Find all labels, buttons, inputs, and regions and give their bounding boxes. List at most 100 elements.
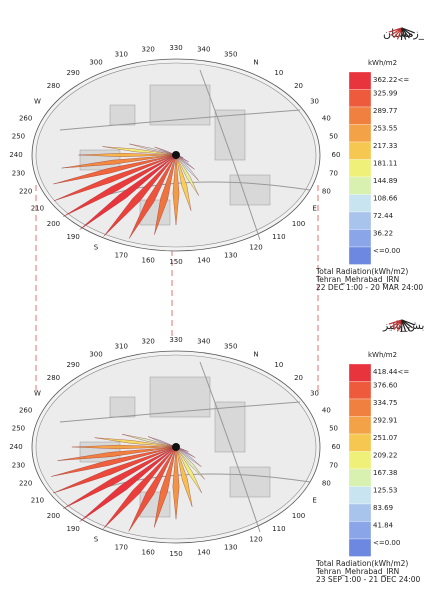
legend-label: 181.11 bbox=[373, 160, 398, 168]
compass-label: 140 bbox=[197, 548, 210, 556]
compass-label: 230 bbox=[12, 170, 25, 178]
petal bbox=[175, 446, 196, 458]
legend-label: 253.55 bbox=[373, 125, 398, 133]
petal bbox=[175, 446, 193, 507]
compass-label: 20 bbox=[294, 374, 303, 382]
icon-ray bbox=[401, 319, 410, 331]
building bbox=[109, 104, 136, 126]
legend-label: 125.53 bbox=[373, 487, 398, 495]
panel: گلنابش_زمستانN1020304050607080E100110120… bbox=[9, 27, 424, 292]
compass-label: 30 bbox=[310, 98, 319, 106]
petal bbox=[53, 154, 177, 201]
legend-label: 144.89 bbox=[373, 177, 398, 185]
footer-line: Total Radiation(kWh/m2) bbox=[315, 559, 408, 568]
icon-ray bbox=[396, 27, 403, 40]
compass-label: S bbox=[94, 244, 99, 252]
compass-label: 320 bbox=[142, 46, 155, 54]
legend-swatch bbox=[348, 521, 372, 540]
compass-label: 10 bbox=[274, 361, 283, 369]
legend-swatch bbox=[348, 89, 372, 108]
petal bbox=[121, 434, 177, 448]
petal bbox=[79, 446, 177, 522]
rose-center bbox=[172, 151, 180, 159]
legend-swatch bbox=[348, 106, 372, 125]
compass-label: 200 bbox=[47, 512, 60, 520]
footer-line: 23 SEP 1:00 - 21 DEC 24:00 bbox=[316, 575, 421, 584]
petal bbox=[71, 444, 177, 450]
legend-label: <=0.00 bbox=[373, 247, 400, 255]
icon-ray bbox=[388, 27, 403, 33]
compass-label: 340 bbox=[197, 338, 210, 346]
compass-label: 340 bbox=[197, 46, 210, 54]
compass-label: 60 bbox=[332, 443, 341, 451]
icon-ray bbox=[396, 319, 403, 332]
compass-label: 250 bbox=[12, 132, 25, 140]
legend-swatch bbox=[348, 538, 372, 557]
building bbox=[229, 466, 271, 498]
compass-label: 10 bbox=[274, 69, 283, 77]
legend-swatch bbox=[348, 211, 372, 230]
petal bbox=[94, 437, 177, 448]
footer-line: Tehran_Mehrabad_IRN bbox=[315, 275, 399, 284]
compass-label: 290 bbox=[66, 69, 79, 77]
compass-label: E bbox=[312, 497, 316, 505]
compass-label: 40 bbox=[322, 114, 331, 122]
petal bbox=[147, 436, 177, 448]
compass-label: 220 bbox=[19, 480, 32, 488]
legend-swatch bbox=[348, 363, 372, 382]
petal bbox=[175, 154, 199, 181]
compass-label: 280 bbox=[47, 374, 60, 382]
legend-label: 83.69 bbox=[373, 504, 393, 512]
compass-label: 120 bbox=[249, 536, 262, 544]
legend-label: 72.44 bbox=[373, 212, 394, 220]
petal bbox=[129, 143, 177, 156]
compass-label: 60 bbox=[332, 151, 341, 159]
legend-swatch bbox=[348, 451, 372, 470]
petal bbox=[51, 446, 177, 477]
legend-swatch bbox=[348, 468, 372, 487]
petal bbox=[172, 446, 180, 520]
icon-ray bbox=[401, 319, 407, 332]
compass-label: 120 bbox=[249, 244, 262, 252]
compass-label: 310 bbox=[115, 342, 128, 350]
legend-swatch bbox=[348, 124, 372, 143]
compass-label: 160 bbox=[142, 256, 155, 264]
footer-line: Total Radiation(kWh/m2) bbox=[315, 267, 408, 276]
rose-center bbox=[172, 443, 180, 451]
compass-label: E bbox=[312, 205, 316, 213]
legend-swatch bbox=[348, 246, 372, 265]
compass-label: 240 bbox=[9, 443, 22, 451]
compass-label: 110 bbox=[272, 525, 285, 533]
legend-label: 289.77 bbox=[373, 107, 398, 115]
petal bbox=[175, 446, 205, 480]
legend-swatch bbox=[348, 433, 372, 452]
legend-label: 36.22 bbox=[373, 230, 393, 238]
legend-swatch bbox=[348, 194, 372, 213]
compass-label: 190 bbox=[66, 233, 79, 241]
legend-swatch bbox=[348, 381, 372, 400]
compass-label: 300 bbox=[89, 350, 102, 358]
petal bbox=[78, 153, 177, 157]
legend-swatch bbox=[348, 159, 372, 178]
compass-label: 260 bbox=[19, 114, 32, 122]
building bbox=[149, 376, 211, 418]
compass-label: 170 bbox=[115, 544, 128, 552]
building bbox=[109, 396, 136, 418]
petal bbox=[175, 446, 202, 467]
compass-label: 320 bbox=[142, 338, 155, 346]
legend-swatch bbox=[348, 503, 372, 522]
compass-label: W bbox=[34, 98, 41, 106]
legend-swatch bbox=[348, 416, 372, 435]
petal bbox=[63, 446, 177, 509]
petal bbox=[154, 446, 177, 528]
compass-label: 100 bbox=[292, 220, 305, 228]
legend-label: 108.66 bbox=[373, 195, 398, 203]
compass-label: 260 bbox=[19, 406, 32, 414]
legend-label: 41.84 bbox=[373, 522, 394, 530]
compass-label: 150 bbox=[169, 550, 182, 558]
legend-label: 292.91 bbox=[373, 417, 398, 425]
legend-swatch bbox=[348, 71, 372, 90]
